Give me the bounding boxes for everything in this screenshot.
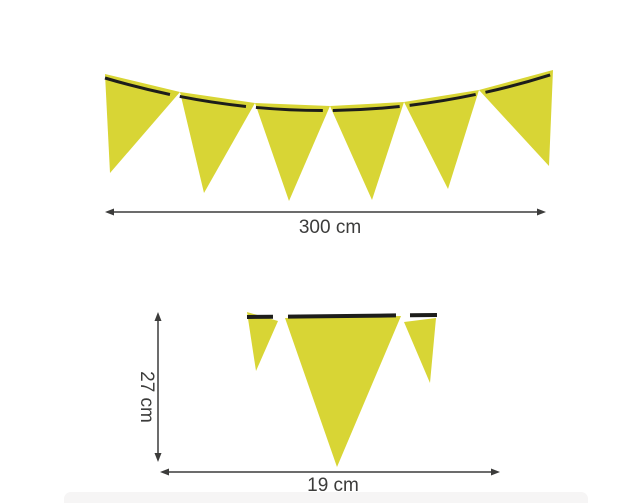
footer-card-edge xyxy=(64,492,588,503)
flag-pennant-1 xyxy=(105,74,180,173)
arrowhead-right-icon xyxy=(491,468,500,476)
closeup-flag-right-partial xyxy=(404,318,436,383)
arrowhead-up-icon xyxy=(154,312,162,321)
closeup-flag-left-partial xyxy=(247,312,278,371)
total-length-dimension: 300 cm xyxy=(105,208,546,238)
full-banner-illustration xyxy=(104,70,554,201)
arrowhead-right-icon xyxy=(537,208,546,216)
flag-width-label: 19 cm xyxy=(307,475,359,496)
flag-height-label: 27 cm xyxy=(136,371,157,423)
banner-string xyxy=(104,72,554,112)
flag-width-dimension: 19 cm xyxy=(160,468,500,496)
flag-pennant-3 xyxy=(255,103,330,201)
arrowhead-left-icon xyxy=(105,208,114,216)
flag-pennant-2 xyxy=(180,92,255,193)
flag-pennant-5 xyxy=(404,90,479,189)
arrowhead-left-icon xyxy=(160,468,169,476)
flag-height-dimension: 27 cm xyxy=(136,312,162,462)
closeup-string xyxy=(246,313,438,319)
flag-pennant-4 xyxy=(330,102,404,200)
single-flag-closeup xyxy=(246,312,438,467)
arrowhead-down-icon xyxy=(154,453,162,462)
flag-pennant-6 xyxy=(479,70,553,166)
closeup-flag-center xyxy=(285,316,401,467)
total-length-label: 300 cm xyxy=(299,217,361,238)
